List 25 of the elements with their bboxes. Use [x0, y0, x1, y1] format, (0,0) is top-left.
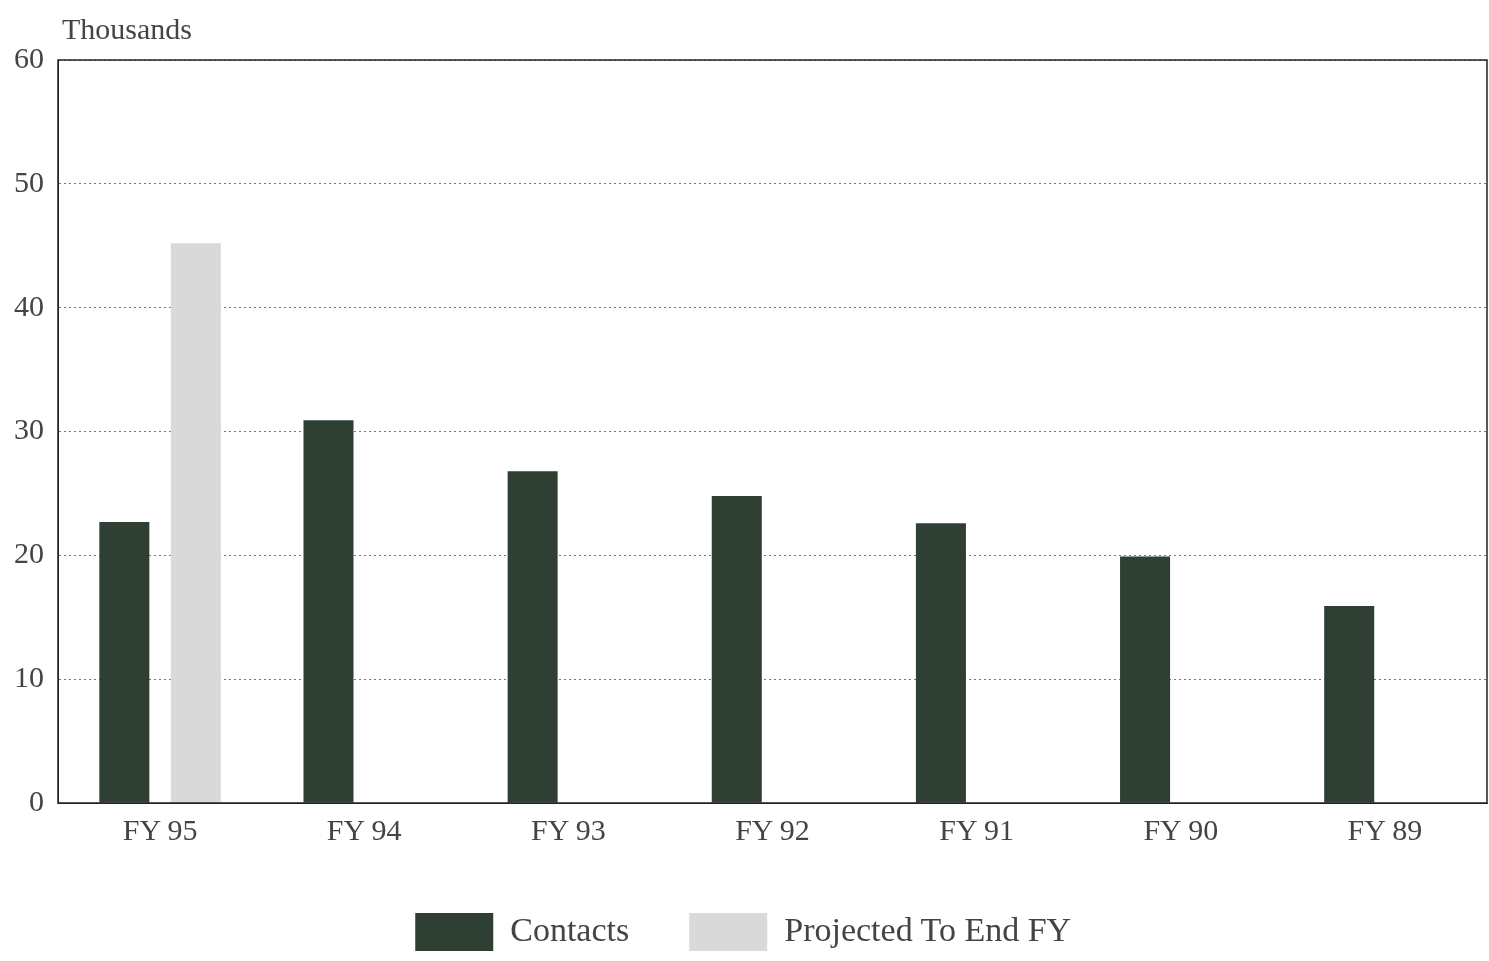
bar — [1324, 606, 1375, 803]
x-tick-label: FY 94 — [326, 812, 402, 846]
y-tick-label: 0 — [29, 783, 44, 817]
legend-label: Projected To End FY — [784, 910, 1072, 948]
y-tick-label: 10 — [14, 660, 44, 694]
y-tick-label: 20 — [14, 536, 44, 570]
y-tick-label: 60 — [14, 40, 44, 74]
legend-label: Contacts — [510, 910, 630, 948]
bar — [170, 243, 221, 803]
y-tick-label: 50 — [14, 164, 44, 198]
bar — [1120, 556, 1171, 803]
y-tick-label: 30 — [14, 412, 44, 446]
bar — [711, 495, 762, 803]
x-tick-label: FY 90 — [1143, 812, 1219, 846]
x-tick-label: FY 91 — [939, 812, 1015, 846]
bar — [303, 420, 354, 803]
x-tick-label: FY 89 — [1347, 812, 1423, 846]
x-tick-label: FY 92 — [735, 812, 810, 846]
y-axis-title: Thousands — [62, 11, 192, 45]
y-tick-label: 40 — [14, 288, 44, 322]
x-tick-label: FY 93 — [530, 812, 606, 846]
bar — [915, 523, 966, 803]
x-tick-label: FY 95 — [122, 812, 198, 846]
bar — [99, 521, 150, 803]
bar — [507, 471, 558, 803]
